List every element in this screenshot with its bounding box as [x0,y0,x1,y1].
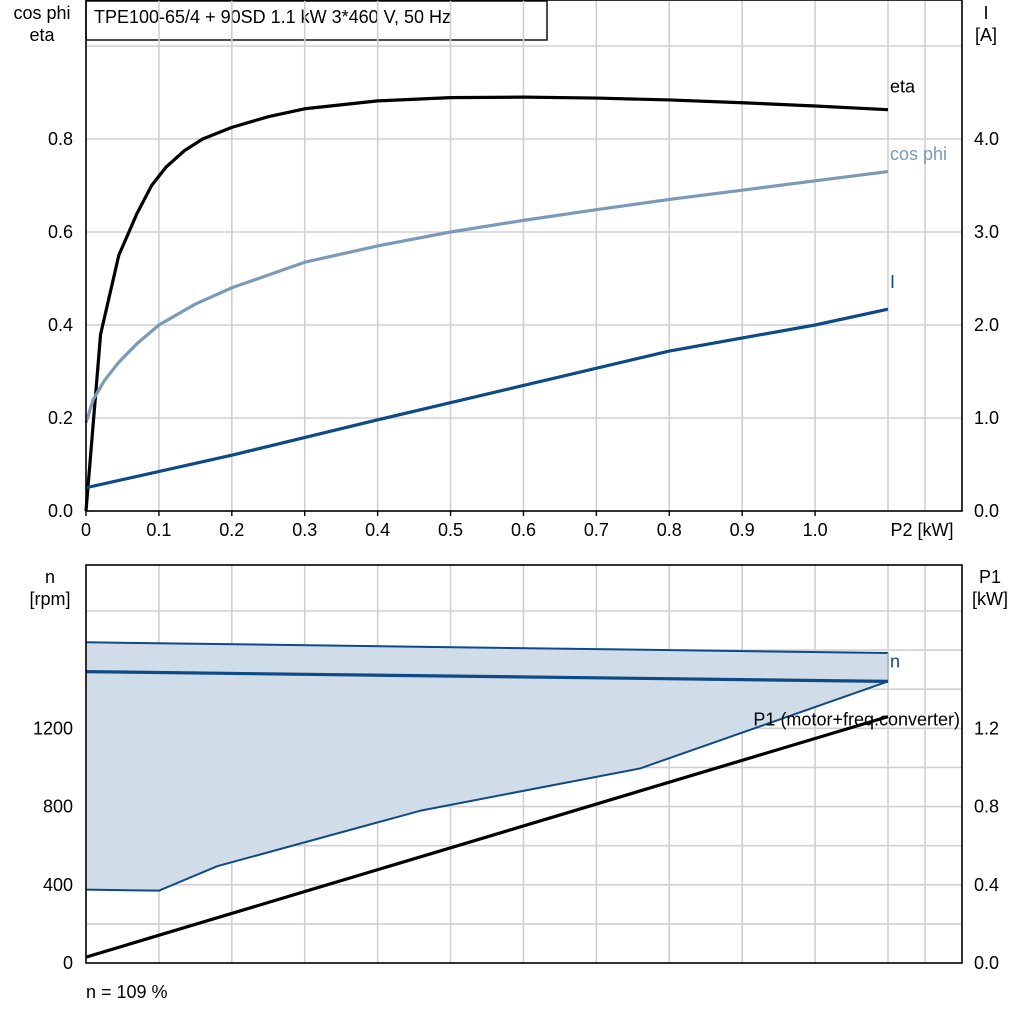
x-tick-label: 0.3 [292,520,317,540]
series-label: eta [890,77,916,97]
y-right-label-line1: I [983,3,988,23]
n-axis-label-line1: n [45,567,55,587]
series-label: P1 (motor+freq.converter) [753,709,960,729]
y-right-label-line2: [A] [975,25,997,45]
y-right-tick-label: 4.0 [974,129,999,149]
y-left-tick-label: 0.4 [48,315,73,335]
n-tick-label: 1200 [33,718,73,738]
y-left-tick-label: 0.8 [48,129,73,149]
bottom-series-line [85,715,889,959]
y-left-tick-label: 0.2 [48,408,73,428]
title-box [85,0,548,41]
bottom-series-line [85,670,889,683]
y-left-label-line1: cos phi [13,3,70,23]
top-series-line [85,307,889,490]
x-tick-label: 0.6 [511,520,536,540]
top-series-line [84,169,889,424]
p1-tick-label: 0.8 [974,797,999,817]
operating-range-lower-line [85,680,889,892]
n-tick-label: 0 [63,953,73,973]
n-axis-label-line2: [rpm] [29,589,70,609]
y-right-tick-label: 1.0 [974,408,999,428]
x-axis-label: P2 [kW] [890,520,953,540]
y-left-tick-label: 0.0 [48,501,73,521]
y-right-tick-label: 2.0 [974,315,999,335]
p1-axis-label-line1: P1 [979,567,1001,587]
p1-tick-label: 0.0 [974,953,999,973]
p1-tick-label: 1.2 [974,718,999,738]
speed-note: n = 109 % [86,982,168,1002]
series-label: cos phi [890,144,947,164]
y-left-tick-label: 0.6 [48,222,73,242]
series-label: n [890,652,900,672]
x-tick-label: 0.8 [657,520,682,540]
operating-range-upper-line [85,641,889,655]
n-tick-label: 400 [43,875,73,895]
y-right-tick-label: 3.0 [974,222,999,242]
x-tick-label: 0.7 [584,520,609,540]
y-right-tick-label: 0.0 [974,501,999,521]
operating-range-area [86,642,888,891]
n-tick-label: 800 [43,797,73,817]
x-tick-label: 0 [81,520,91,540]
y-left-label-line2: eta [29,25,55,45]
chart-title: TPE100-65/4 + 90SD 1.1 kW 3*460 V, 50 Hz [94,7,451,27]
x-tick-label: 1.0 [803,520,828,540]
top-series-line [84,95,889,512]
x-tick-label: 0.9 [730,520,755,540]
bottom-plot-frame [85,564,963,964]
p1-axis-label-line2: [kW] [972,589,1008,609]
series-label: I [890,272,895,292]
x-tick-label: 0.2 [219,520,244,540]
p1-tick-label: 0.4 [974,875,999,895]
x-tick-label: 0.1 [146,520,171,540]
x-tick-label: 0.5 [438,520,463,540]
x-tick-label: 0.4 [365,520,390,540]
